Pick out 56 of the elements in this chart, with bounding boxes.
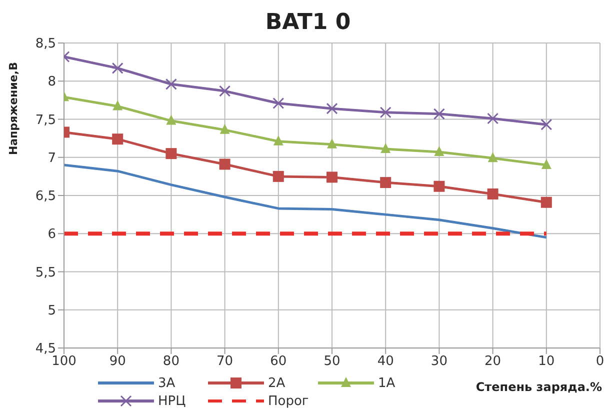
- y-tick-label: 6,5: [35, 189, 56, 204]
- legend-label: Порог: [268, 394, 309, 408]
- point: [380, 177, 392, 188]
- point: [273, 135, 284, 146]
- point: [540, 118, 552, 130]
- point: [380, 142, 391, 153]
- point: [112, 134, 124, 145]
- legend-label: 2A: [268, 376, 286, 390]
- legend-label: НРЦ: [158, 394, 186, 408]
- point: [434, 180, 445, 192]
- x-tick-label: 80: [162, 354, 180, 370]
- point: [112, 100, 123, 110]
- point: [326, 172, 338, 183]
- x-tick-label: 60: [270, 354, 287, 370]
- y-tick-label: 6: [48, 227, 56, 242]
- point: [326, 102, 338, 114]
- x-tick-label: 30: [430, 354, 448, 370]
- x-tick-label: 10: [538, 354, 555, 370]
- chart-title: BAT1 0: [264, 10, 352, 35]
- point: [487, 112, 499, 124]
- point: [219, 158, 230, 170]
- point: [219, 85, 231, 97]
- point: [327, 138, 337, 148]
- y-tick-label: 5: [48, 303, 56, 318]
- point: [166, 114, 176, 125]
- legend-label: 3A: [158, 376, 176, 390]
- x-tick-label: 40: [377, 354, 394, 370]
- y-tick-label: 8,5: [35, 36, 56, 52]
- point: [272, 170, 284, 182]
- point: [166, 148, 177, 160]
- point: [272, 97, 284, 109]
- y-tick-label: 4,5: [35, 342, 56, 357]
- point: [433, 108, 445, 120]
- point: [165, 78, 177, 90]
- y-tick-label: 8: [48, 74, 56, 90]
- y-tick-label: 7: [48, 150, 56, 166]
- x-tick-label: 0: [596, 354, 604, 370]
- point: [434, 146, 444, 156]
- legend-label: 1A: [378, 376, 396, 390]
- point: [541, 159, 552, 169]
- x-tick-label: 90: [109, 354, 126, 370]
- point: [540, 196, 552, 208]
- x-tick-label: 100: [52, 354, 76, 370]
- point: [112, 62, 124, 74]
- y-tick-label: 5,5: [35, 265, 56, 280]
- point: [488, 152, 498, 162]
- point: [487, 188, 498, 200]
- line-series: [64, 164, 548, 239]
- x-tick-label: 20: [484, 354, 502, 370]
- x-axis-title: Степень заряда.%: [476, 380, 602, 394]
- point: [220, 124, 230, 134]
- x-tick-label: 50: [324, 354, 340, 370]
- point: [380, 106, 392, 118]
- y-tick-label: 7,5: [35, 112, 56, 128]
- y-axis-title: Напряжение,В: [6, 62, 20, 154]
- x-tick-label: 70: [216, 354, 234, 370]
